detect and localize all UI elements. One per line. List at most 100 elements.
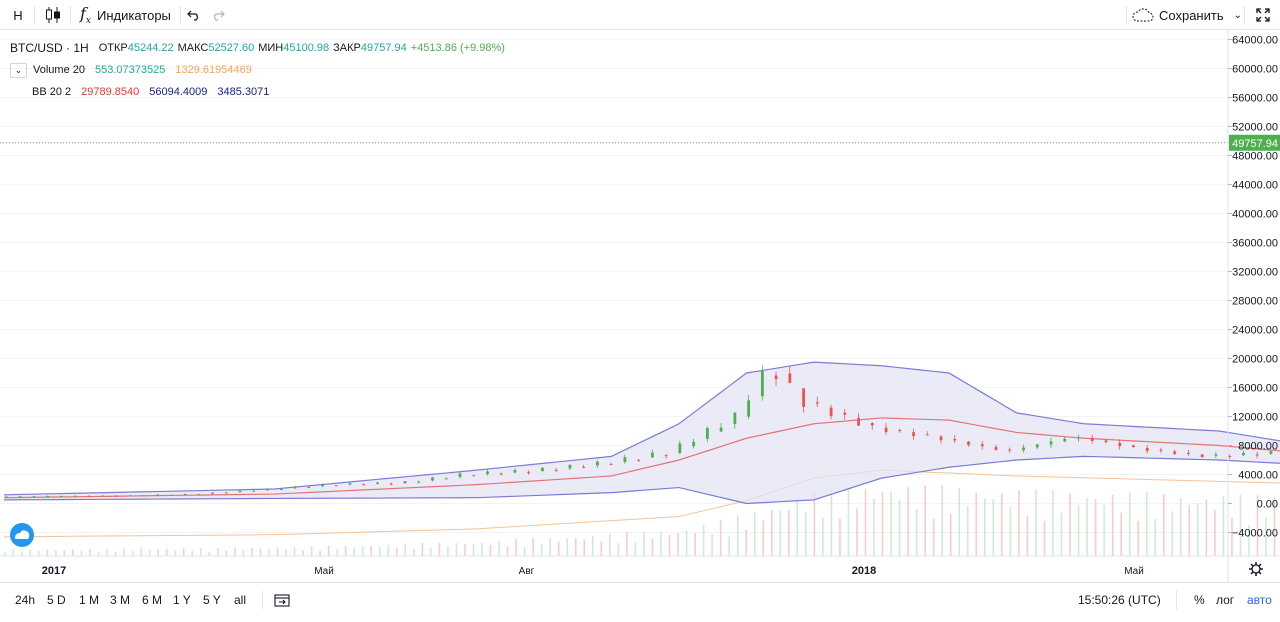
volume-bar <box>634 542 637 556</box>
volume-bar <box>396 547 398 556</box>
candle-body <box>389 483 393 485</box>
volume-bar <box>157 549 159 556</box>
interval-button[interactable]: Н <box>6 0 30 30</box>
candle-body <box>376 482 379 484</box>
percent-scale-button[interactable]: % <box>1194 583 1205 617</box>
range-button-1y[interactable]: 1 Y <box>173 593 191 607</box>
volume-bar <box>984 498 986 556</box>
volume-bar <box>472 543 475 556</box>
volume-bar <box>438 542 441 556</box>
chart-settings-button[interactable] <box>1249 562 1263 576</box>
volume-bar <box>1086 498 1088 556</box>
volume-bar <box>387 544 390 556</box>
range-button-all[interactable]: all <box>234 593 247 607</box>
candle-body <box>884 427 888 433</box>
volume-bar <box>822 517 824 556</box>
candle-body <box>719 427 723 432</box>
candle-body <box>224 492 228 494</box>
y-tick-label: 56000.00 <box>1232 93 1278 105</box>
candle-body <box>857 417 860 426</box>
clock-time[interactable]: 15:50:26 (UTC) <box>1078 583 1161 617</box>
time-axis[interactable]: 2017МайАвг2018МайСен2019МайСен2020МайСен… <box>42 565 1280 577</box>
toolbar-divider <box>262 591 263 609</box>
range-button-3m[interactable]: 3 M <box>110 593 131 607</box>
volume-bar <box>1273 497 1276 556</box>
legend-bb-row: BB 20 2 29789.8540 56094.4009 3485.3071 <box>10 81 505 103</box>
price-axis[interactable]: 64000.00 60000.00 56000.00 52000.00 48000.00… <box>1228 35 1278 540</box>
y-tick-label: 12000.00 <box>1232 412 1278 424</box>
y-tick-label: 4000.00 <box>1238 470 1278 482</box>
fullscreen-button[interactable] <box>1250 0 1276 30</box>
candle-body <box>692 441 696 447</box>
bb-basis-value: 29789.8540 <box>81 86 140 98</box>
volume-bar <box>532 538 534 556</box>
candle-body <box>870 423 874 426</box>
volume-bar <box>677 533 679 556</box>
volume-bar <box>685 530 688 556</box>
volume-bar <box>881 492 884 556</box>
redo-button[interactable] <box>208 0 228 30</box>
candle-body <box>1118 442 1122 447</box>
volume-bar <box>378 546 381 556</box>
range-button-5d[interactable]: 5 D <box>47 593 66 607</box>
volume-bar <box>805 512 807 556</box>
bb-lines <box>3 361 1280 505</box>
volume-bar <box>617 543 620 556</box>
close-value: 49757.94 <box>360 42 407 54</box>
save-button[interactable]: Сохранить ⌄ <box>1132 0 1244 30</box>
log-scale-button[interactable]: лог <box>1216 583 1234 617</box>
volume-bar <box>1077 505 1080 556</box>
volume-bar <box>80 551 83 556</box>
volume-label[interactable]: Volume 20 <box>33 64 85 76</box>
cloud-icon <box>1132 8 1154 22</box>
x-tick-label: Май <box>314 566 334 577</box>
candle-body <box>1214 454 1218 456</box>
bb-label[interactable]: BB 20 2 <box>32 86 72 98</box>
candle-body <box>1200 454 1204 458</box>
change-value: +4513.86 (+9.98%) <box>410 42 505 54</box>
tradingview-logo[interactable] <box>10 523 34 547</box>
chart-type-button[interactable] <box>40 0 66 30</box>
low-key: МИН <box>258 42 284 54</box>
x-tick-label: 2018 <box>852 565 876 577</box>
volume-bar <box>1222 496 1225 556</box>
candle-body <box>362 484 366 486</box>
symbol-title[interactable]: BTC/USD · 1Н <box>10 41 89 55</box>
indicators-button[interactable]: fx Индикаторы <box>76 0 176 30</box>
undo-button[interactable] <box>184 0 204 30</box>
last-price-label-bg <box>1229 134 1280 151</box>
legend-collapse-button[interactable]: ⌄ <box>10 62 27 78</box>
volume-bar <box>941 485 944 556</box>
volume-bar <box>276 547 279 556</box>
range-button-5y[interactable]: 5 Y <box>203 593 221 607</box>
open-value: 45244.22 <box>127 42 174 54</box>
log-label: лог <box>1216 593 1235 607</box>
volume-bar <box>89 548 91 556</box>
auto-scale-button[interactable]: авто <box>1247 583 1272 617</box>
volume-bar <box>702 524 705 556</box>
volume-bar <box>788 509 790 556</box>
chart-area[interactable]: 49757.94 64000.00 60000.00 56000.00 52000.0… <box>0 30 1280 582</box>
range-button-24h[interactable]: 24h <box>15 593 36 607</box>
candle-body <box>664 455 668 457</box>
volume-bar <box>1018 490 1020 556</box>
volume-bar <box>1180 497 1182 556</box>
candle-body <box>1077 437 1080 439</box>
calendar-range-icon <box>274 594 290 607</box>
legend-volume-row: ⌄ Volume 20 553.07373525 1329.61954469 <box>10 59 505 81</box>
volume-bar <box>148 549 151 556</box>
candle-body <box>1255 454 1259 456</box>
range-button-1m[interactable]: 1 M <box>79 593 100 607</box>
volume-bar <box>1035 489 1037 556</box>
bb-upper-line <box>3 361 1280 496</box>
date-range-button[interactable] <box>274 583 290 617</box>
volume-bar <box>1171 511 1174 556</box>
volume-bar <box>779 510 782 556</box>
price-chart[interactable]: 49757.94 64000.00 60000.00 56000.00 52000.0… <box>0 30 1280 582</box>
volume-bar <box>4 552 6 556</box>
candle-body <box>321 484 324 487</box>
volume-bar <box>370 545 373 556</box>
range-button-6m[interactable]: 6 M <box>142 593 163 607</box>
candle-body <box>527 471 531 473</box>
candle-body <box>1035 444 1039 448</box>
